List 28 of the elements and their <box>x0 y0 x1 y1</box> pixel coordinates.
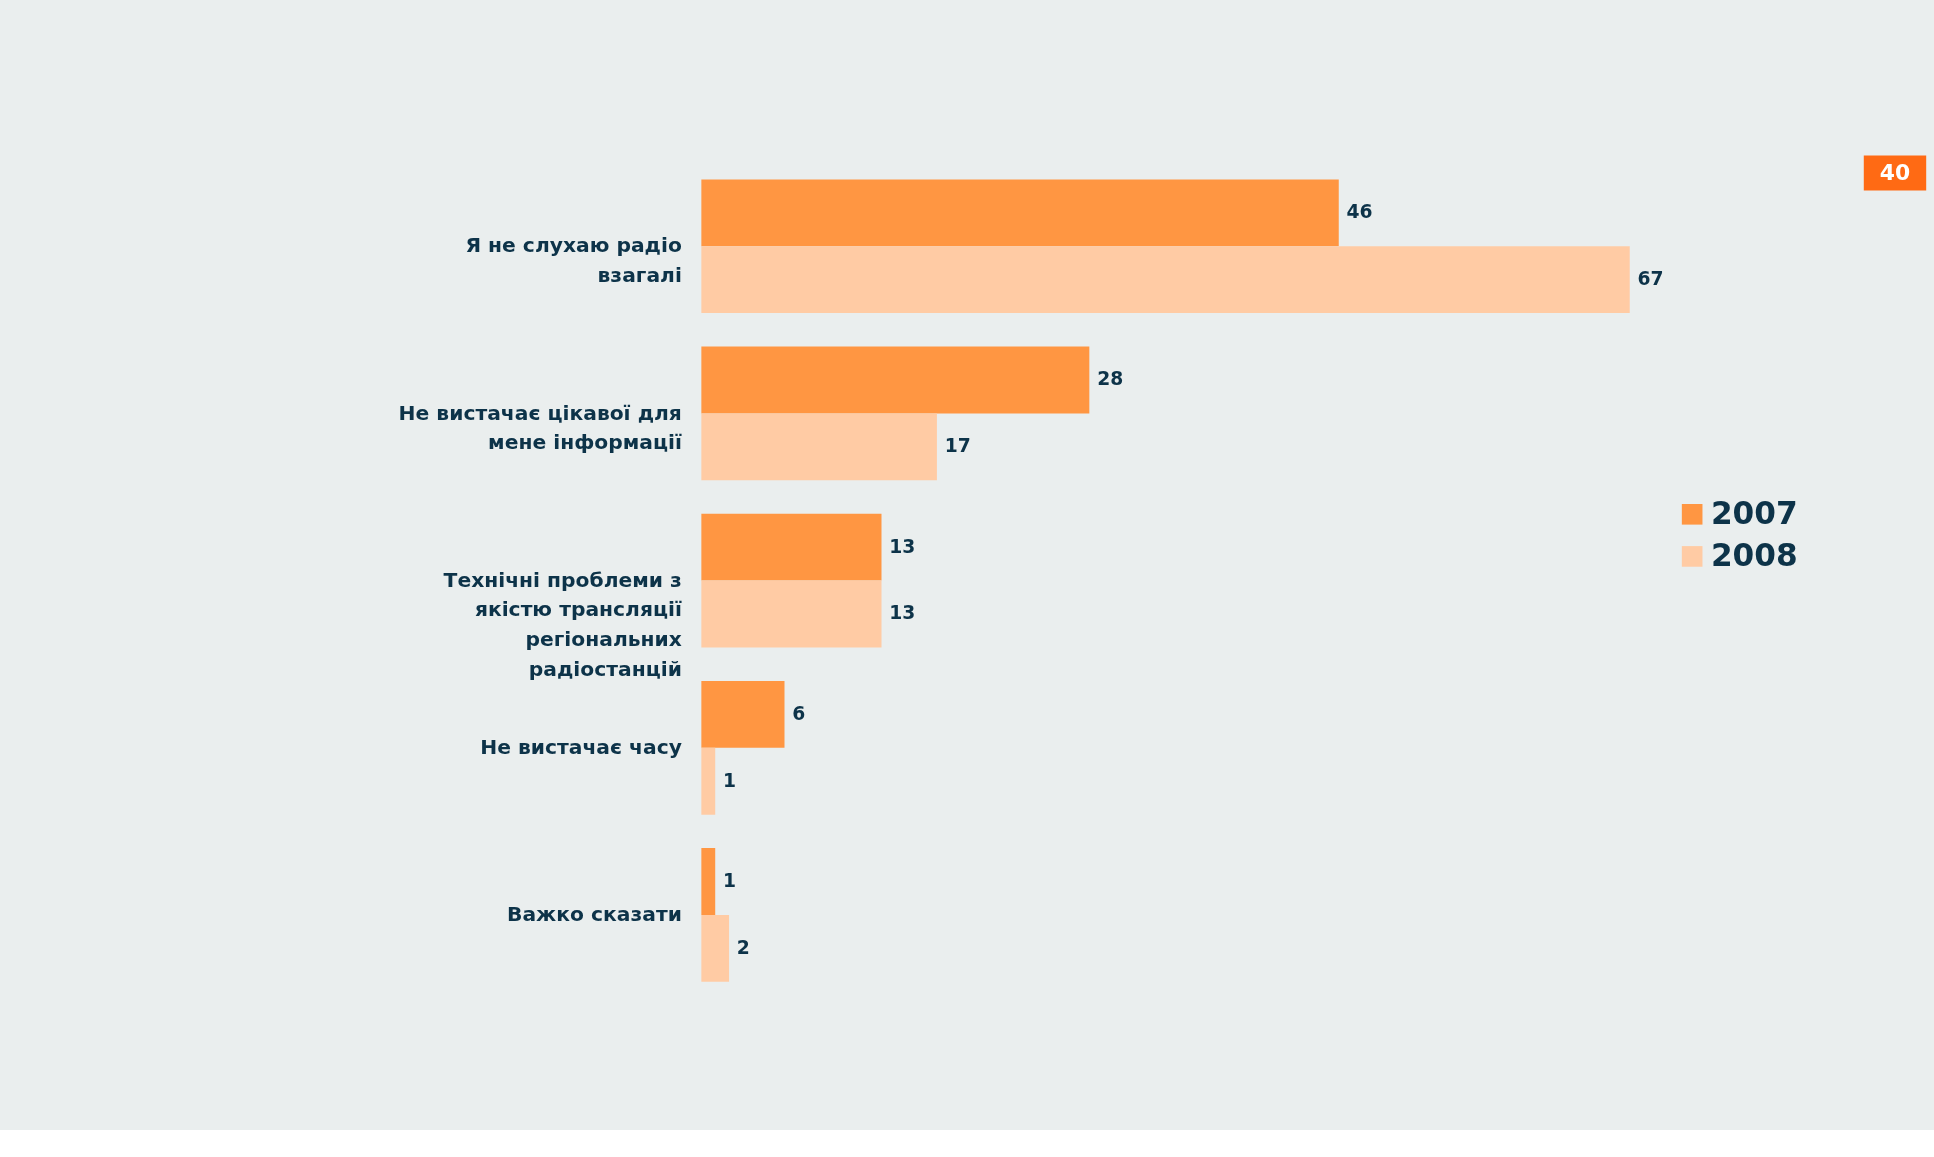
bar <box>701 346 1090 414</box>
bar <box>701 580 882 648</box>
legend-label: 2007 <box>1710 494 1798 531</box>
bar <box>701 246 1630 314</box>
data-label: 28 <box>1097 368 1124 390</box>
data-label: 17 <box>944 435 971 457</box>
bar <box>701 848 716 915</box>
bar <box>701 413 937 481</box>
data-label: 1 <box>723 769 737 791</box>
data-label: 6 <box>792 702 806 724</box>
legend-label: 2008 <box>1710 536 1798 573</box>
bar <box>701 513 882 581</box>
bar <box>701 179 1339 247</box>
data-label: 2 <box>736 936 750 958</box>
y-tick-label: Важко сказати <box>506 902 682 927</box>
text: 40 <box>1879 159 1911 185</box>
data-label: 1 <box>723 869 737 891</box>
y-tick-label: Не вистачає часу <box>480 735 682 760</box>
y-tick-label: Не вистачає цікавої для мене інформації <box>398 400 682 455</box>
y-tick-label: Технічні проблеми з якістю трансляції регіональних радіостанцій <box>443 567 682 681</box>
bar <box>701 914 730 982</box>
bar <box>701 680 785 748</box>
y-tick-label: Я не слухаю радіо взагалі <box>465 233 682 288</box>
data-label: 46 <box>1346 201 1373 223</box>
data-label: 67 <box>1637 268 1664 290</box>
bar <box>701 747 716 815</box>
data-label: 13 <box>889 535 916 557</box>
data-label: 13 <box>889 602 916 624</box>
